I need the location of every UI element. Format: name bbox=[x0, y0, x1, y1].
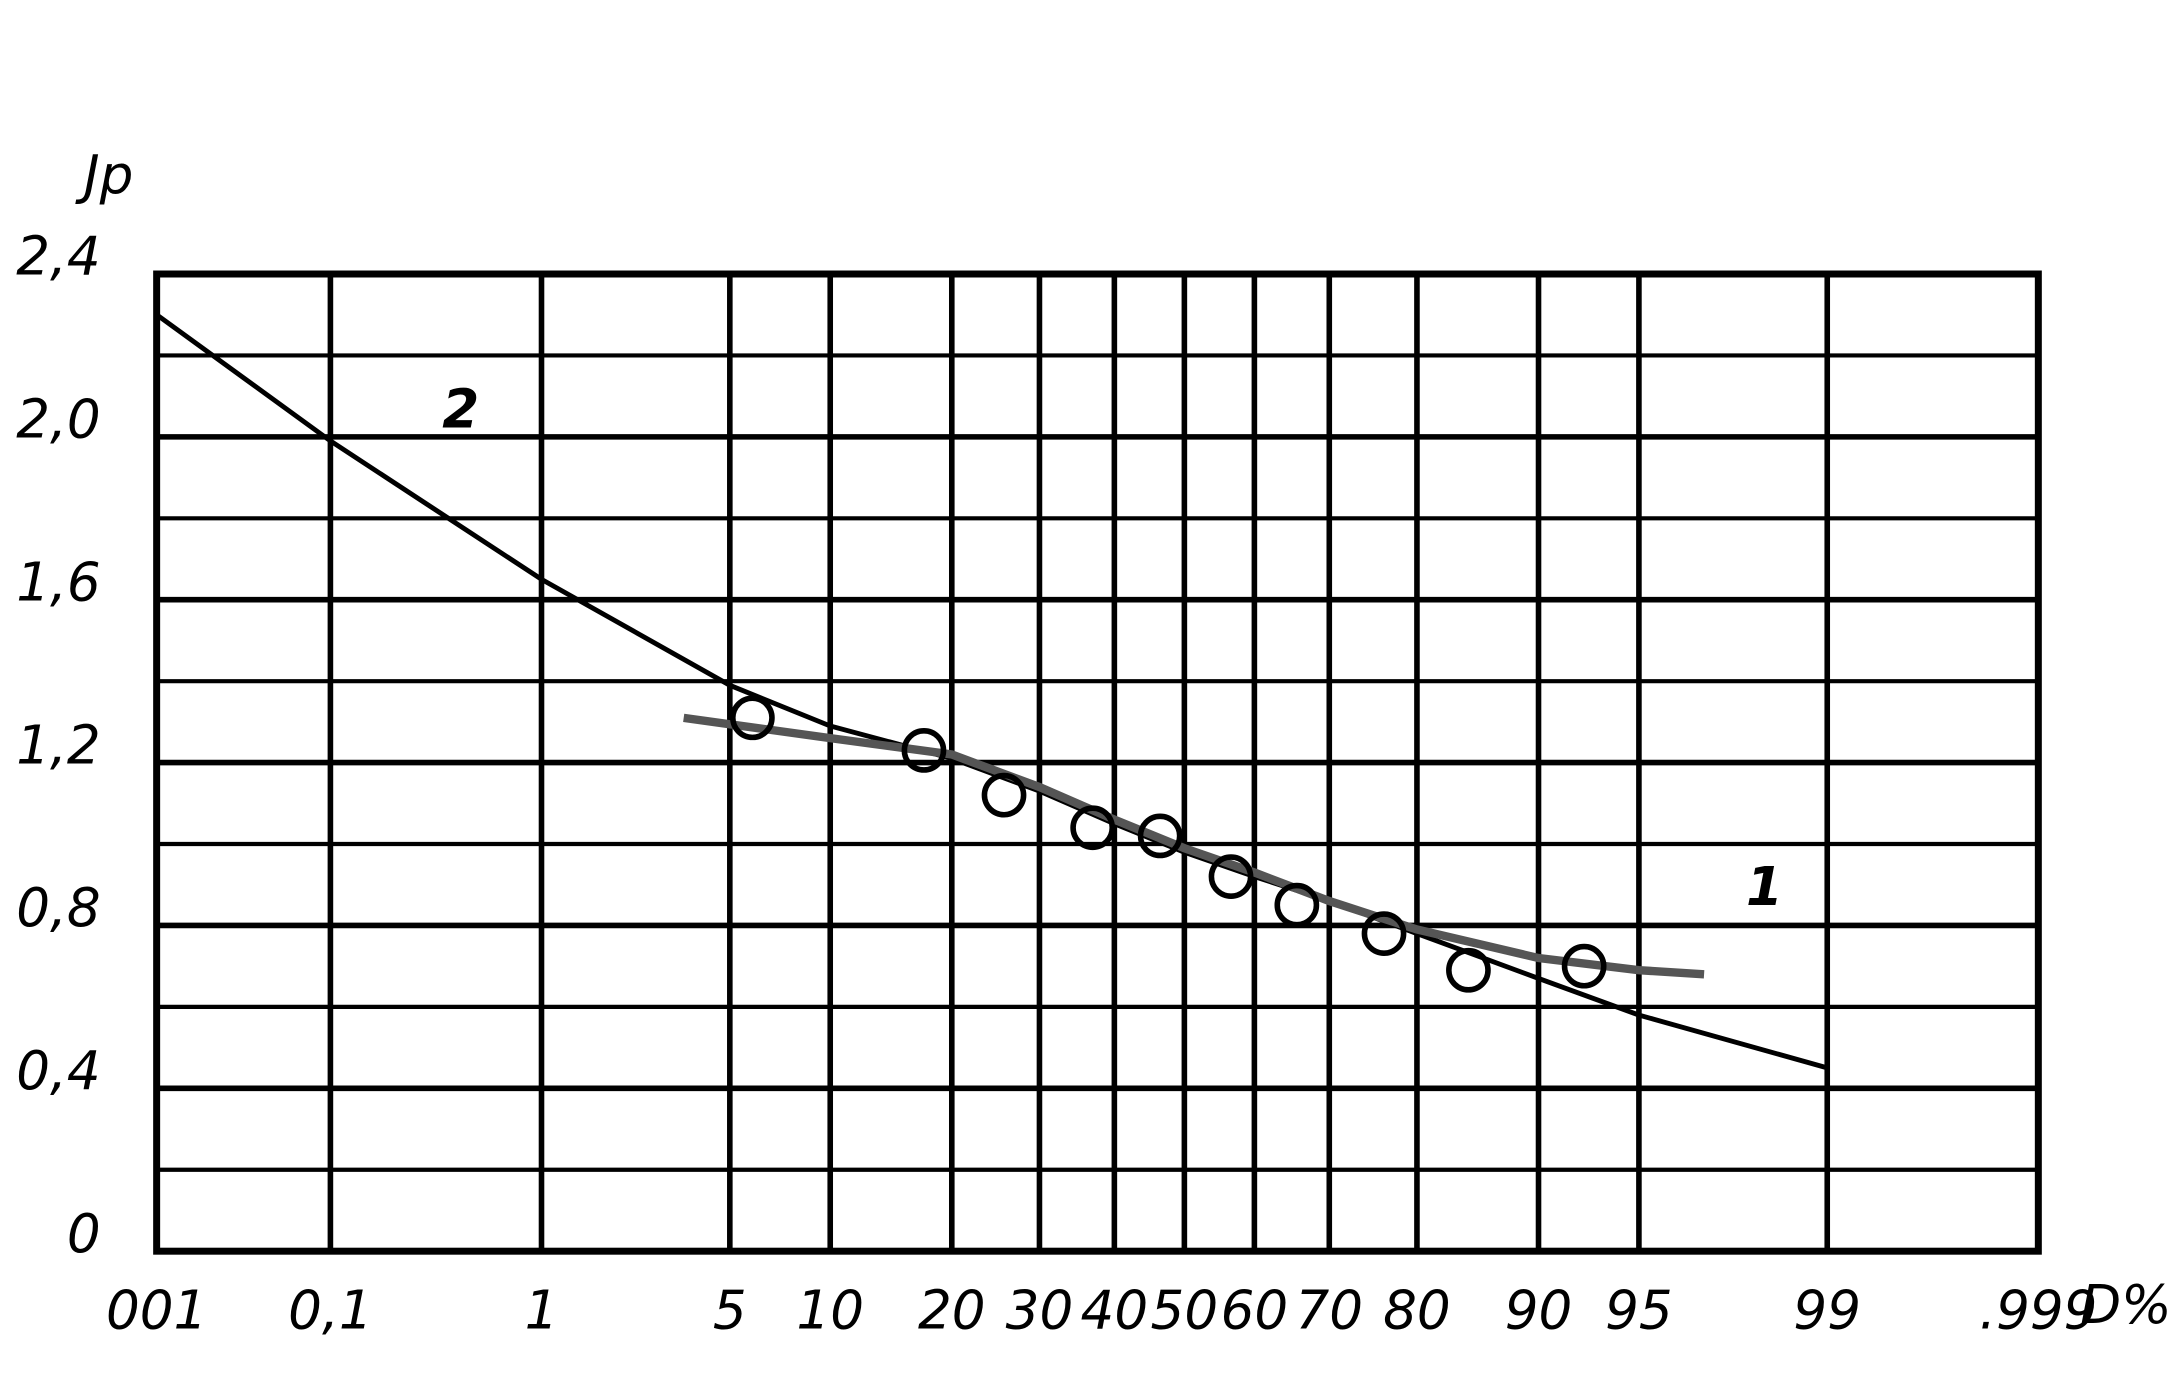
data-point bbox=[1361, 911, 1407, 956]
y-axis-label: Jp bbox=[75, 145, 133, 207]
curve bbox=[155, 312, 1828, 1071]
x-tick-label: 99 bbox=[1793, 1280, 1861, 1342]
x-tick-label: 0,1 bbox=[288, 1280, 372, 1342]
x-tick-label: 30 bbox=[1006, 1280, 1074, 1342]
x-tick-label: 20 bbox=[918, 1280, 986, 1342]
data-point bbox=[1274, 882, 1320, 928]
data-point bbox=[1446, 947, 1491, 993]
x-tick-label: 1 bbox=[525, 1280, 559, 1342]
x-axis-label: D% bbox=[2080, 1274, 2171, 1336]
curve-label: 2 bbox=[442, 379, 479, 441]
x-tick-label: 95 bbox=[1605, 1280, 1673, 1342]
x-tick-label: 40 bbox=[1081, 1280, 1149, 1342]
data-point bbox=[981, 772, 1027, 818]
y-tick-label: 2,0 bbox=[16, 389, 100, 451]
x-tick-label: 70 bbox=[1295, 1280, 1363, 1342]
x-tick-label: 5 bbox=[713, 1280, 747, 1342]
x-tick-label: 50 bbox=[1151, 1280, 1219, 1342]
y-tick-label: 0 bbox=[67, 1203, 101, 1265]
x-tick-label: 10 bbox=[796, 1280, 864, 1342]
x-tick-label: 90 bbox=[1505, 1280, 1573, 1342]
y-tick-label: 2,4 bbox=[16, 226, 100, 288]
plot-frame bbox=[153, 270, 2042, 1255]
data-point bbox=[1070, 805, 1116, 851]
data-point bbox=[1561, 943, 1607, 989]
data-point bbox=[1208, 854, 1254, 899]
data-point bbox=[901, 728, 947, 773]
y-tick-label: 1,6 bbox=[16, 551, 100, 613]
data-point bbox=[730, 695, 775, 741]
x-tick-label: 60 bbox=[1221, 1280, 1289, 1342]
x-tick-label: .999 bbox=[1979, 1280, 2097, 1342]
curve-label: 1 bbox=[1746, 856, 1783, 918]
y-tick-label: 0,4 bbox=[16, 1040, 100, 1102]
x-tick-label: 001 bbox=[106, 1280, 207, 1342]
y-tick-label: 0,8 bbox=[16, 877, 100, 939]
x-tick-label: 80 bbox=[1383, 1280, 1451, 1342]
data-point bbox=[1137, 813, 1183, 859]
y-tick-label: 1,2 bbox=[16, 714, 100, 776]
